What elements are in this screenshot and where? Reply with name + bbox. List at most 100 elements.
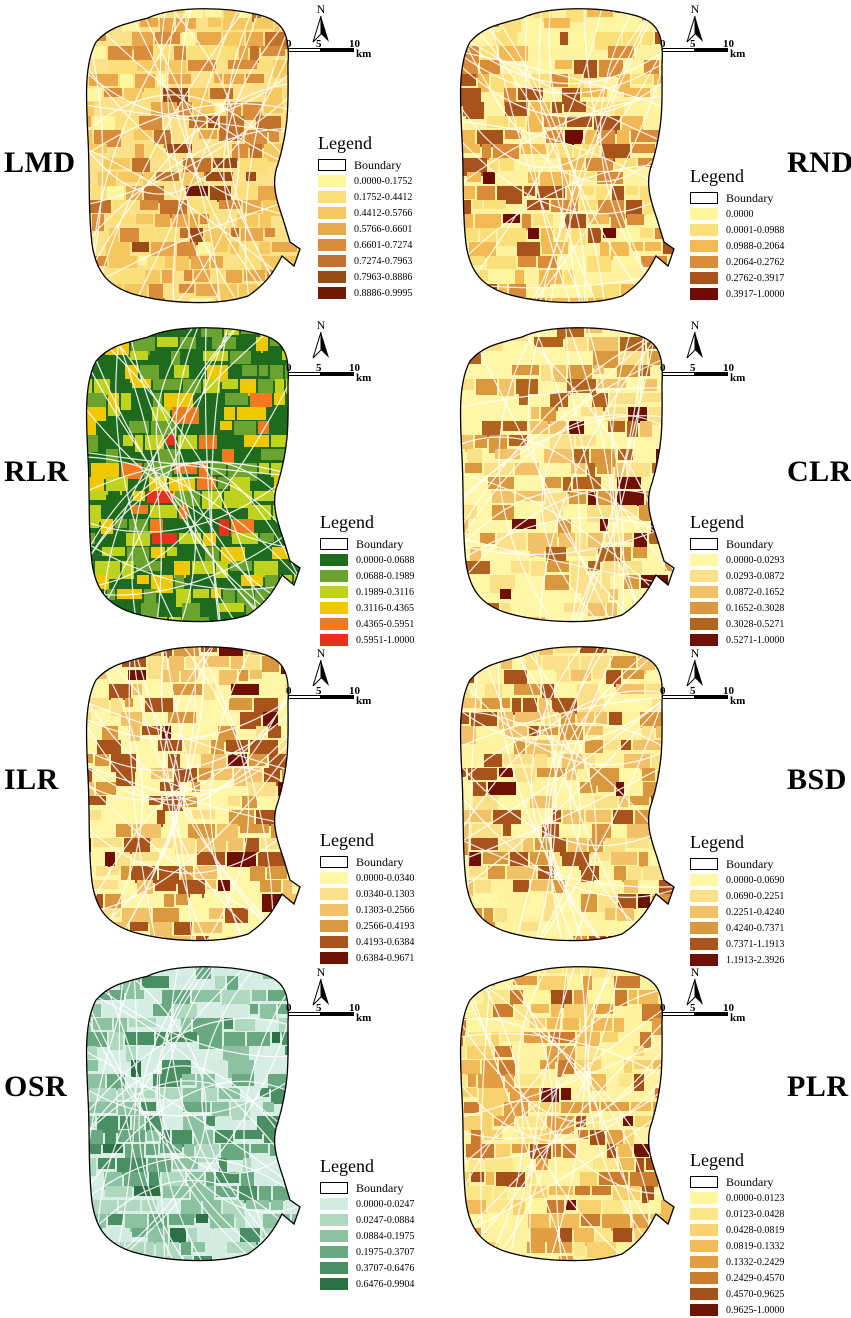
legend-swatch bbox=[320, 570, 348, 582]
legend-item: 0.0000-0.0690 bbox=[690, 872, 784, 888]
north-arrow-icon: N bbox=[306, 646, 336, 690]
legend-range: 0.2566-0.4193 bbox=[356, 920, 415, 932]
legend-range: 0.2762-0.3917 bbox=[726, 272, 785, 284]
boundary-swatch bbox=[318, 159, 346, 171]
boundary-swatch bbox=[690, 192, 718, 204]
scale-tick-0: 0 bbox=[660, 685, 666, 697]
scale-bar-segment bbox=[288, 372, 321, 376]
legend-swatch bbox=[690, 272, 718, 284]
map-lmd bbox=[85, 8, 301, 304]
scale-bar-segment bbox=[321, 48, 354, 52]
legend-range: 0.6476-0.9904 bbox=[356, 1278, 415, 1290]
legend-range: 0.8886-0.9995 bbox=[354, 287, 413, 299]
map-plr bbox=[459, 966, 675, 1262]
north-arrow-icon: N bbox=[306, 2, 336, 46]
scale-tick-10: 10 bbox=[723, 362, 734, 374]
legend-item: 0.1332-0.2429 bbox=[690, 1254, 784, 1270]
legend-swatch bbox=[320, 888, 348, 900]
legend-swatch bbox=[690, 1208, 718, 1220]
legend-item: 0.8886-0.9995 bbox=[318, 285, 412, 301]
panel-label-lmd: LMD bbox=[4, 146, 76, 179]
scale-bar-segment bbox=[288, 695, 321, 699]
boundary-swatch bbox=[690, 858, 718, 870]
legend-item: 0.0000-0.0247 bbox=[320, 1196, 414, 1212]
scale-bar: 0 5 10 km bbox=[286, 38, 376, 62]
legend-range: 0.0000-0.1752 bbox=[354, 175, 413, 187]
panel-label-bsd: BSD bbox=[787, 763, 847, 796]
legend-range: 0.7963-0.8886 bbox=[354, 271, 413, 283]
legend-lmd: Legend Boundary 0.0000-0.1752 0.1752-0.4412… bbox=[318, 133, 412, 301]
legend-swatch bbox=[320, 872, 348, 884]
legend-title: Legend bbox=[690, 512, 744, 532]
scale-bar-segment bbox=[321, 1012, 354, 1016]
scale-unit: km bbox=[356, 48, 372, 60]
legend-swatch bbox=[690, 1272, 718, 1284]
legend-item: 0.6476-0.9904 bbox=[320, 1276, 414, 1292]
scale-unit: km bbox=[356, 1012, 372, 1024]
legend-range: 0.0123-0.0428 bbox=[726, 1208, 785, 1220]
map-ilr bbox=[85, 646, 301, 942]
legend-range: 0.0000-0.0293 bbox=[726, 554, 785, 566]
scale-unit: km bbox=[730, 372, 746, 384]
legend-range: 0.7371-1.1913 bbox=[726, 938, 785, 950]
legend-swatch bbox=[690, 618, 718, 630]
map-clr bbox=[459, 327, 675, 623]
legend-swatch bbox=[320, 904, 348, 916]
scale-bar-segment bbox=[662, 372, 695, 376]
legend-range: 0.0000-0.0688 bbox=[356, 554, 415, 566]
legend-range: 0.0690-0.2251 bbox=[726, 890, 785, 902]
legend-range: 0.0247-0.0884 bbox=[356, 1214, 415, 1226]
legend-item: 0.7371-1.1913 bbox=[690, 936, 784, 952]
map-rlr bbox=[85, 327, 301, 623]
boundary-label: Boundary bbox=[356, 536, 404, 551]
scale-tick-5: 5 bbox=[316, 362, 322, 374]
legend-swatch bbox=[318, 255, 346, 267]
scale-bar-segment bbox=[695, 48, 728, 52]
legend-title: Legend bbox=[320, 512, 374, 532]
legend-item: 0.0340-0.1303 bbox=[320, 886, 414, 902]
legend-swatch bbox=[690, 1192, 718, 1204]
legend-range: 0.0872-0.1652 bbox=[726, 586, 785, 598]
scale-tick-5: 5 bbox=[316, 1002, 322, 1014]
north-arrow-icon: N bbox=[680, 646, 710, 690]
legend-swatch bbox=[320, 1230, 348, 1242]
legend-item: 0.4570-0.9625 bbox=[690, 1286, 784, 1302]
legend-item: 0.1303-0.2566 bbox=[320, 902, 414, 918]
legend-swatch bbox=[320, 1246, 348, 1258]
legend-swatch bbox=[318, 287, 346, 299]
legend-item: 0.3707-0.6476 bbox=[320, 1260, 414, 1276]
legend-item: 0.2566-0.4193 bbox=[320, 918, 414, 934]
scale-tick-10: 10 bbox=[349, 1002, 360, 1014]
legend-range: 0.0000-0.0247 bbox=[356, 1198, 415, 1210]
legend-item: 0.2251-0.4240 bbox=[690, 904, 784, 920]
legend-item: 0.6384-0.9671 bbox=[320, 950, 414, 966]
legend-item: 0.3116-0.4365 bbox=[320, 600, 414, 616]
scale-unit: km bbox=[356, 695, 372, 707]
legend-range: 0.1975-0.3707 bbox=[356, 1246, 415, 1258]
north-label: N bbox=[316, 318, 326, 332]
legend-range: 0.1332-0.2429 bbox=[726, 1256, 785, 1268]
scale-bar-segment bbox=[288, 1012, 321, 1016]
legend-swatch bbox=[320, 602, 348, 614]
scale-tick-5: 5 bbox=[690, 685, 696, 697]
legend-item: 0.4412-0.5766 bbox=[318, 205, 412, 221]
scale-tick-5: 5 bbox=[316, 38, 322, 50]
scale-tick-0: 0 bbox=[660, 362, 666, 374]
legend-swatch bbox=[320, 920, 348, 932]
legend-swatch bbox=[320, 586, 348, 598]
scale-tick-0: 0 bbox=[286, 38, 292, 50]
legend-swatch bbox=[690, 634, 718, 646]
legend-swatch bbox=[690, 1256, 718, 1268]
legend-swatch bbox=[318, 239, 346, 251]
scale-bar: 0 5 10 km bbox=[286, 362, 376, 386]
legend-clr: Legend Boundary 0.0000-0.0293 0.0293-0.0872… bbox=[690, 512, 784, 648]
legend-range: 0.0001-0.0988 bbox=[726, 224, 785, 236]
legend-item: 0.0247-0.0884 bbox=[320, 1212, 414, 1228]
legend-range: 0.0884-0.1975 bbox=[356, 1230, 415, 1242]
scale-tick-10: 10 bbox=[723, 38, 734, 50]
legend-range: 0.1652-0.3028 bbox=[726, 602, 785, 614]
legend-swatch bbox=[318, 175, 346, 187]
scale-bar-segment bbox=[321, 695, 354, 699]
legend-range: 0.4240-0.7371 bbox=[726, 922, 785, 934]
boundary-swatch bbox=[690, 1176, 718, 1188]
